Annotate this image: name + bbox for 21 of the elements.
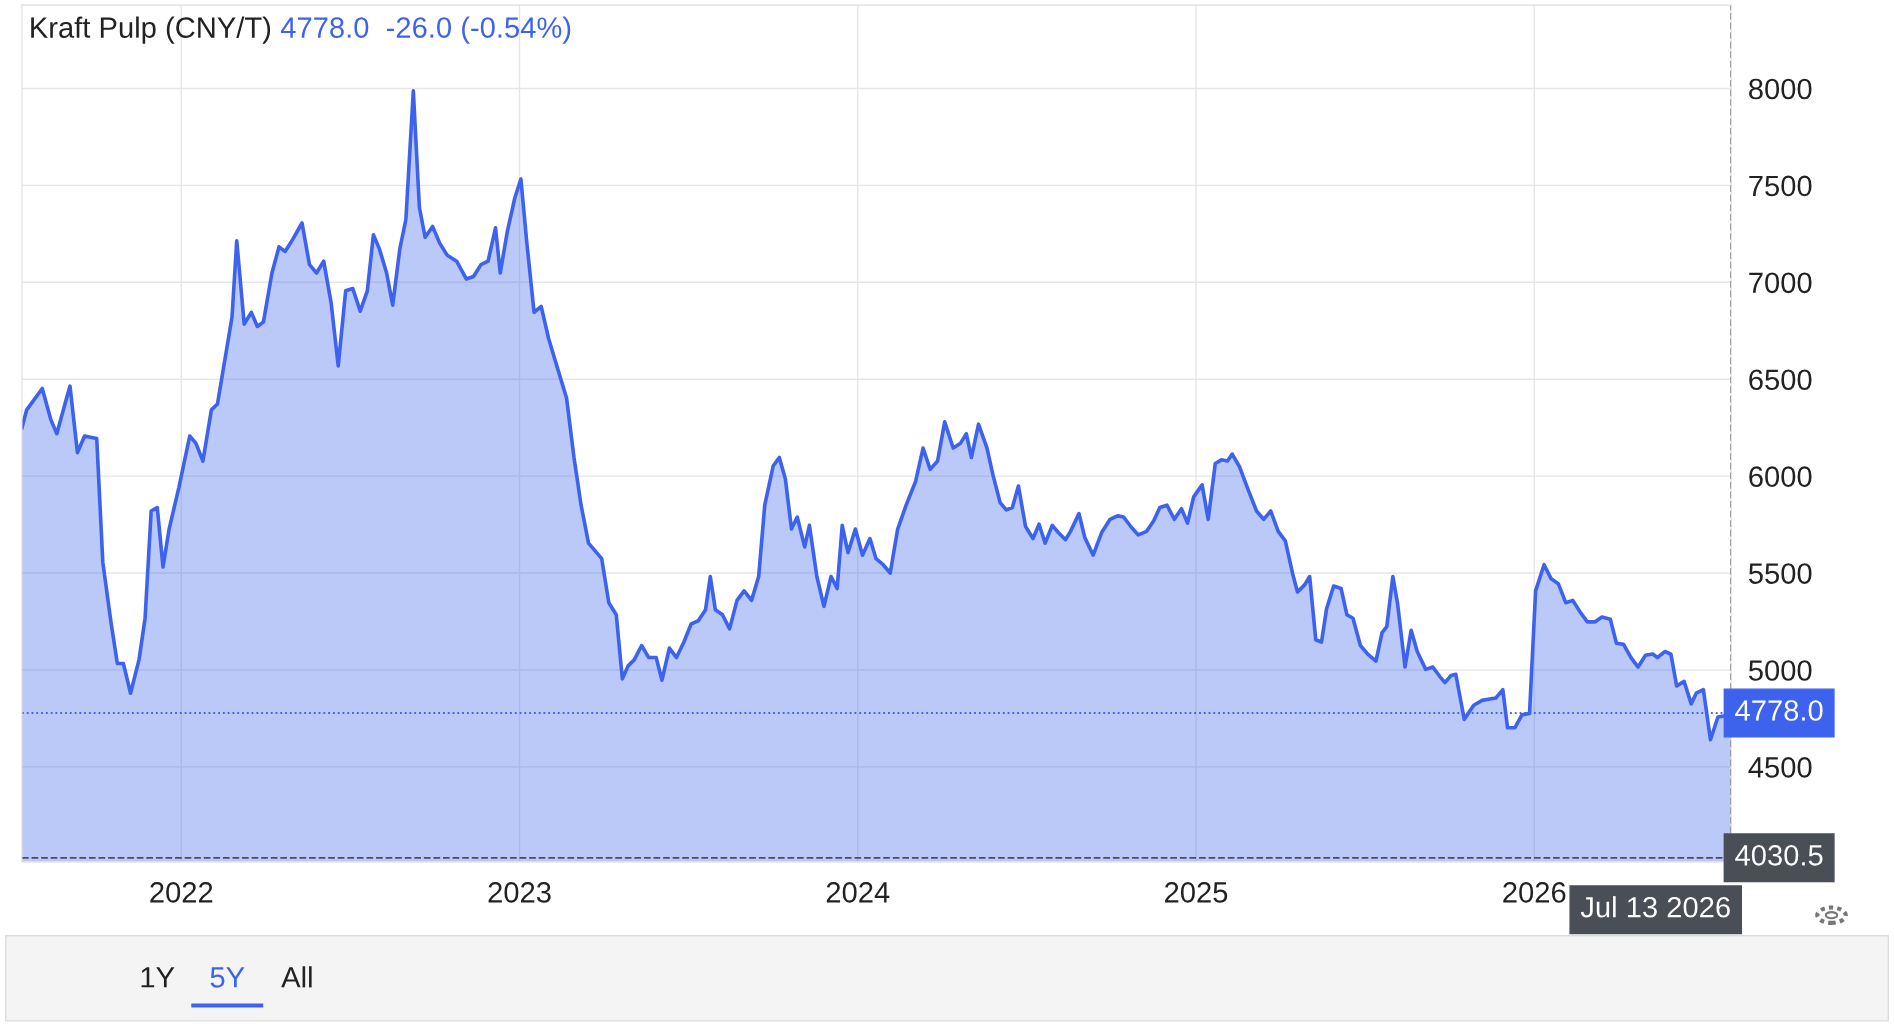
x-tick-label: 2025: [1165, 882, 1228, 903]
y-tick-label: 7500: [1749, 175, 1812, 197]
y-tick-label: 5000: [1748, 660, 1812, 681]
x-tick-label: 2023: [488, 882, 551, 903]
x-tick-label: 2022: [150, 882, 213, 903]
y-tick-label: 6500: [1749, 369, 1812, 391]
ref-line-label: Jul 13 2026: [1580, 896, 1730, 918]
text: All: [281, 966, 312, 988]
text: 1Y: [141, 967, 175, 988]
x-tick-label: 2024: [826, 882, 890, 903]
y-tick-label: 6000: [1749, 466, 1812, 487]
chart-subtitle: 4778.0 -26.0 (-0.54%): [280, 16, 571, 44]
ref-line-label: 4778.0: [1735, 700, 1823, 721]
y-tick-label: 8000: [1749, 78, 1812, 100]
chart-title: Kraft Pulp (CNY/T): [31, 16, 271, 44]
text: 5Y: [210, 967, 245, 988]
y-tick-label: 7000: [1749, 272, 1812, 294]
y-tick-label: 4500: [1748, 757, 1812, 778]
ref-line-label: 4030.5: [1735, 845, 1823, 866]
x-tick-label: 2026: [1503, 882, 1566, 903]
y-tick-label: 5500: [1748, 563, 1812, 584]
